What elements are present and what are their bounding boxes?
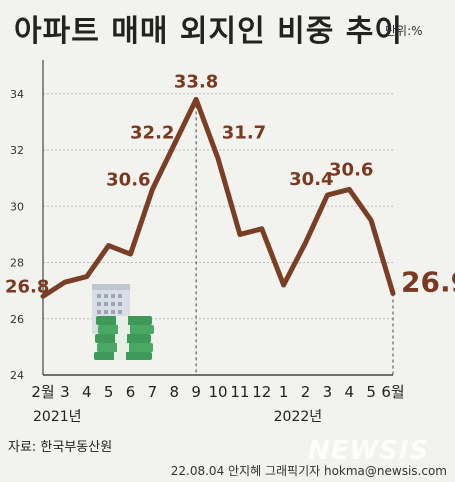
credit-label: 22.08.04 안지혜 그래픽기자 hokma@newsis.com — [170, 464, 447, 478]
data-label: 30.4 — [289, 169, 333, 190]
unit-label: 단위:% — [385, 24, 423, 38]
x-tick-label: 10 — [208, 383, 227, 401]
x-tick-label: 5 — [366, 383, 376, 401]
series-line — [40, 96, 396, 299]
x-tick-label: 6 — [126, 383, 136, 401]
x-tick-label: 3 — [323, 383, 333, 401]
x-tick-label: 8 — [169, 383, 179, 401]
x-tick-label: 5 — [104, 383, 114, 401]
money-stack-icon — [94, 316, 154, 360]
year-labels: 2021년 2022년 — [33, 409, 322, 425]
year-label: 2022년 — [274, 409, 323, 425]
x-axis — [42, 60, 393, 376]
y-tick-label: 34 — [10, 88, 24, 101]
year-label: 2021년 — [33, 409, 82, 425]
x-tick-label: 2월 — [31, 383, 54, 401]
x-axis-ticks: 2월 3 4 5 6 7 8 9 10 11 12 1 2 3 4 5 6월 — [31, 383, 404, 401]
x-tick-label: 6월 — [381, 383, 404, 401]
data-labels: 26.830.632.233.831.730.430.626.9 — [5, 71, 455, 298]
x-tick-label: 3 — [60, 383, 70, 401]
x-tick-label: 12 — [252, 383, 271, 401]
data-label: 30.6 — [106, 169, 150, 190]
y-tick-label: 26 — [10, 313, 24, 326]
data-label: 26.8 — [5, 276, 49, 297]
page-title: 아파트 매매 외지인 비중 추이 — [14, 14, 403, 49]
x-tick-label: 2 — [301, 383, 311, 401]
highlight-lines — [195, 99, 394, 375]
y-tick-label: 30 — [10, 200, 24, 213]
x-tick-label: 1 — [279, 383, 289, 401]
source-label: 자료: 한국부동산원 — [8, 440, 113, 455]
data-label: 32.2 — [130, 122, 174, 143]
data-label: 33.8 — [174, 71, 218, 92]
money-building-illustration — [92, 284, 154, 360]
x-tick-label: 11 — [230, 383, 249, 401]
y-tick-label: 24 — [10, 369, 24, 382]
x-tick-label: 4 — [344, 383, 354, 401]
y-tick-label: 32 — [10, 144, 24, 157]
y-axis-ticks: 24 26 28 30 32 34 — [10, 88, 24, 382]
x-tick-label: 4 — [82, 383, 92, 401]
data-label: 30.6 — [329, 159, 373, 180]
watermark-logo: NEWSIS — [308, 436, 430, 466]
data-label: 26.9 — [401, 265, 455, 298]
x-tick-label: 7 — [148, 383, 158, 401]
y-tick-label: 28 — [10, 257, 24, 270]
x-tick-label: 9 — [191, 383, 201, 401]
data-label: 31.7 — [222, 122, 266, 143]
